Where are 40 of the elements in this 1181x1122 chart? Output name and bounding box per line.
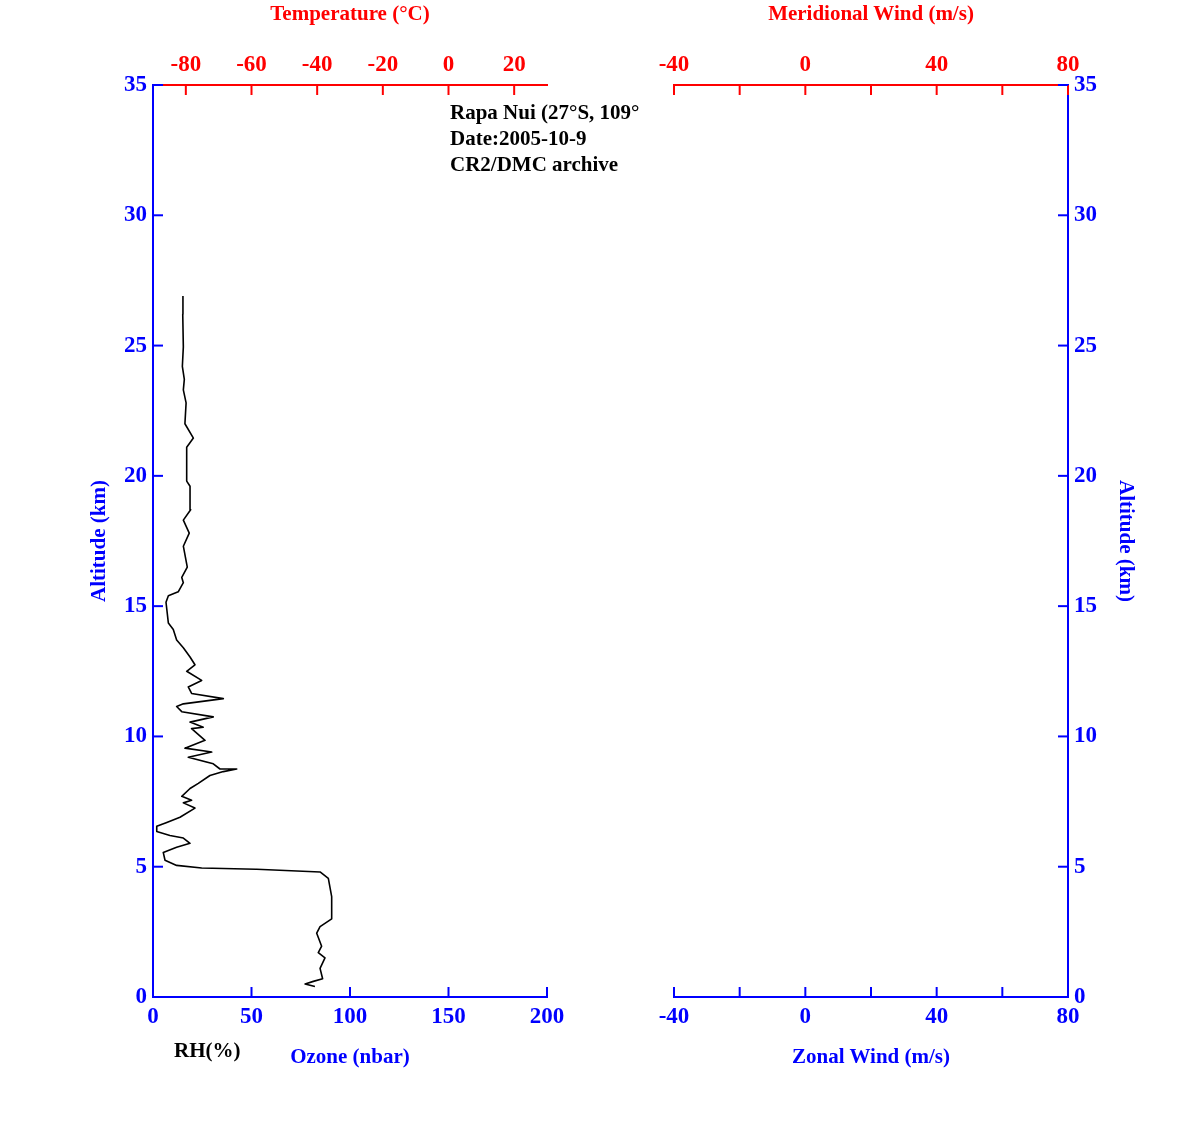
x2-tick-label: -60: [236, 51, 267, 77]
annotation: CR2/DMC archive: [450, 151, 620, 177]
x2-axis-title: Meridional Wind (m/s): [768, 1, 974, 26]
x-tick-label: 150: [431, 1002, 466, 1028]
y-tick-label: 35: [124, 70, 147, 96]
x2-tick-label: 0: [799, 51, 812, 77]
y2-tick-label: 15: [1074, 592, 1097, 618]
x2-tick-label: -40: [301, 51, 333, 77]
text: RH(%): [174, 1038, 241, 1063]
x-tick-label: -40: [658, 1002, 690, 1028]
x-tick-label: 50: [240, 1002, 263, 1028]
x2-tick-label: 20: [502, 51, 526, 77]
x-axis-title: Ozone (nbar): [290, 1043, 410, 1068]
x2-tick-label: -20: [367, 51, 399, 77]
y2-axis-title: Altitude (km): [1114, 480, 1139, 602]
x-tick-label: 40: [925, 1002, 949, 1028]
x2-tick-label: -80: [170, 51, 202, 77]
y2-tick-label: 30: [1074, 201, 1097, 227]
x2-tick-label: 40: [925, 51, 949, 77]
y-tick-label: 25: [124, 331, 147, 357]
y-tick-label: 20: [124, 461, 147, 487]
y-tick-label: 30: [124, 201, 147, 227]
x2-tick-label: -40: [658, 51, 690, 77]
y2-tick-label: 5: [1074, 852, 1086, 878]
x2-tick-label: 0: [442, 51, 455, 77]
y-axis-title: Altitude (km): [86, 480, 111, 602]
y-tick-label: 10: [124, 722, 147, 748]
x2-axis-title: Temperature (°C): [270, 1, 430, 26]
annotation: Rapa Nui (27°S, 109°: [450, 99, 640, 125]
y2-tick-label: 20: [1074, 461, 1097, 487]
y-tick-label: 15: [124, 592, 147, 618]
x-axis-title: Zonal Wind (m/s): [792, 1043, 950, 1068]
y-tick-label: 5: [135, 852, 147, 878]
annotation: Date:2005-10-9: [450, 125, 588, 151]
y2-tick-label: 10: [1074, 722, 1097, 748]
x-tick-label: 200: [529, 1002, 565, 1028]
x-tick-label: 100: [332, 1002, 368, 1028]
x-tick-label: 0: [799, 1002, 812, 1028]
y-tick-label: 0: [135, 982, 147, 1008]
y2-tick-label: 25: [1074, 331, 1097, 357]
